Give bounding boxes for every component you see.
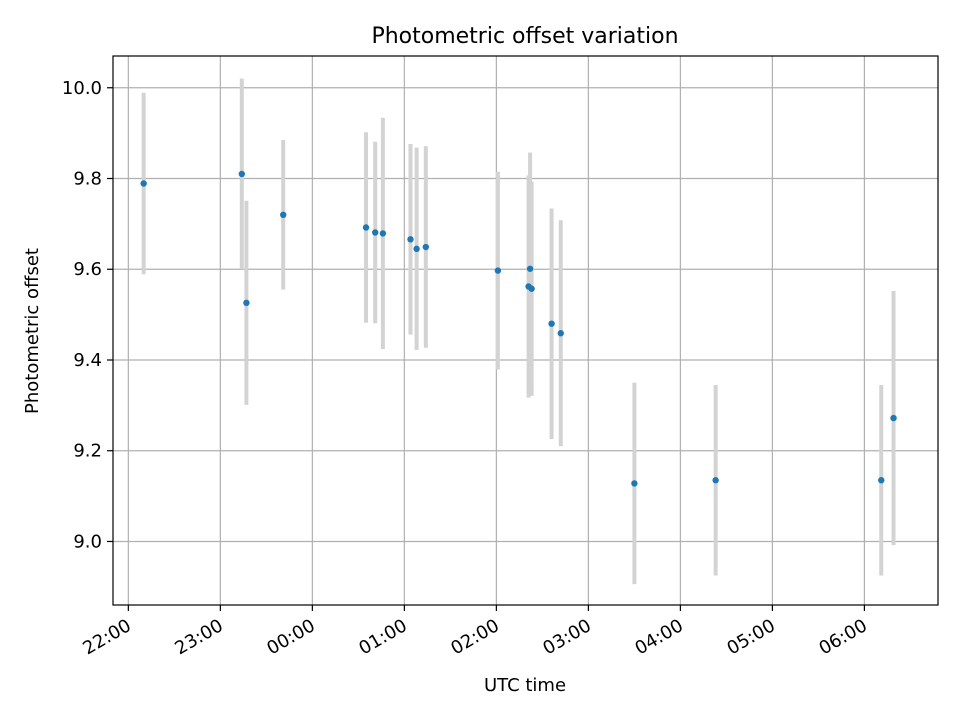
data-point bbox=[140, 180, 147, 187]
data-point bbox=[712, 477, 719, 484]
data-point bbox=[548, 320, 555, 327]
data-point bbox=[407, 236, 414, 243]
data-point bbox=[238, 170, 246, 178]
data-point bbox=[494, 267, 502, 274]
chart-title: Photometric offset variation bbox=[371, 24, 678, 49]
data-point bbox=[557, 330, 564, 337]
y-tick-label: 9.8 bbox=[73, 169, 102, 190]
y-axis-label: Photometric offset bbox=[22, 248, 43, 414]
y-tick-label: 10.0 bbox=[62, 78, 102, 99]
data-point bbox=[878, 477, 885, 484]
y-tick-label: 9.4 bbox=[73, 350, 102, 371]
data-point bbox=[422, 243, 430, 251]
plot-frame bbox=[112, 55, 939, 606]
data-point bbox=[526, 265, 534, 272]
data-point bbox=[280, 211, 287, 219]
data-points bbox=[140, 170, 897, 487]
data-point bbox=[379, 230, 387, 237]
data-point bbox=[362, 224, 370, 231]
y-tick-label: 9.6 bbox=[73, 259, 102, 280]
x-axis-label: UTC time bbox=[484, 675, 566, 696]
grid-lines bbox=[113, 56, 938, 605]
y-tick-label: 9.0 bbox=[73, 531, 102, 552]
data-point bbox=[413, 245, 420, 253]
data-point bbox=[528, 285, 535, 292]
data-point bbox=[890, 414, 897, 422]
y-axis-ticks: 9.0 9.2 9.4 9.6 9.8 10.0 bbox=[62, 78, 113, 552]
data-point bbox=[631, 480, 638, 487]
y-tick-label: 9.2 bbox=[73, 441, 102, 462]
data-point bbox=[372, 229, 379, 236]
data-point bbox=[243, 299, 250, 307]
